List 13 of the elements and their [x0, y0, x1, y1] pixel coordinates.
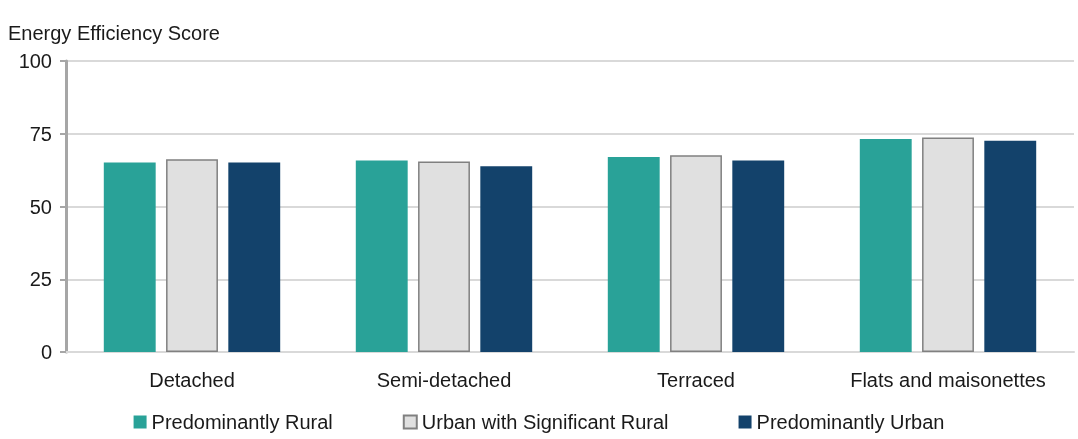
x-tick-label: Terraced — [657, 369, 735, 391]
legend-label: Urban with Significant Rural — [421, 411, 669, 433]
y-axis-title: Energy Efficiency Score — [8, 22, 220, 44]
y-tick-label: 100 — [18, 50, 52, 72]
x-tick-label: Semi-detached — [376, 369, 512, 391]
legend-label: Predominantly Rural — [151, 411, 333, 433]
y-tick-label: 75 — [29, 122, 52, 145]
y-tick-label: 50 — [29, 195, 52, 218]
legend-label: Predominantly Urban — [756, 411, 945, 433]
x-tick-label: Detached — [149, 369, 235, 391]
y-tick-label: 0 — [40, 341, 52, 363]
x-tick-label: Flats and maisonettes — [850, 369, 1046, 391]
y-tick-label: 25 — [29, 268, 52, 291]
